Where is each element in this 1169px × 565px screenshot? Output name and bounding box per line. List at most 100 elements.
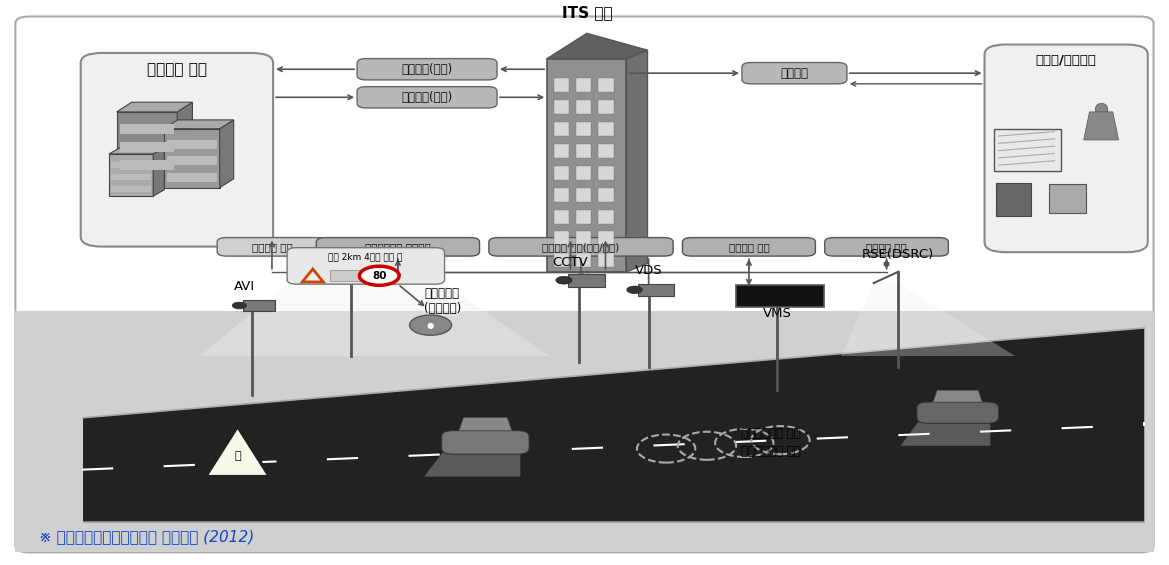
FancyBboxPatch shape <box>217 238 328 256</box>
Bar <box>331 270 362 281</box>
Bar <box>599 188 614 202</box>
Text: 전방도로교통 정보제공: 전방도로교통 정보제공 <box>365 242 431 252</box>
Bar <box>599 210 614 224</box>
Bar <box>996 183 1031 216</box>
Circle shape <box>233 302 247 309</box>
Text: VDS: VDS <box>635 264 663 277</box>
Polygon shape <box>220 120 234 188</box>
Text: ●: ● <box>427 320 434 329</box>
Bar <box>554 78 569 92</box>
Bar <box>554 122 569 136</box>
Bar <box>554 188 569 202</box>
Text: RSE(DSRC): RSE(DSRC) <box>862 247 934 260</box>
Text: 정보제공: 정보제공 <box>781 67 809 80</box>
Bar <box>164 129 220 188</box>
Text: 구간속도정보 산출
지점속도정보 산출: 구간속도정보 산출 지점속도정보 산출 <box>741 428 801 458</box>
Bar <box>554 100 569 114</box>
Polygon shape <box>153 147 165 196</box>
Text: 정보연계(제공): 정보연계(제공) <box>401 63 452 76</box>
FancyBboxPatch shape <box>357 59 497 80</box>
Text: VMS: VMS <box>762 307 791 320</box>
Bar <box>554 166 569 180</box>
Bar <box>994 129 1061 171</box>
Bar <box>576 78 592 92</box>
Bar <box>554 144 569 158</box>
Text: 교통정보 수집(영상/루프): 교통정보 수집(영상/루프) <box>542 242 620 252</box>
Polygon shape <box>303 269 324 282</box>
FancyBboxPatch shape <box>15 16 1154 553</box>
Bar <box>736 285 824 307</box>
Text: 차량단말기
(하이패스): 차량단말기 (하이패스) <box>423 287 461 315</box>
Bar <box>547 59 627 272</box>
Bar <box>111 162 151 168</box>
Circle shape <box>627 286 642 293</box>
Bar <box>119 124 174 134</box>
Polygon shape <box>424 442 520 477</box>
Bar <box>576 144 592 158</box>
Text: 80: 80 <box>372 271 387 281</box>
Polygon shape <box>933 390 982 402</box>
Bar <box>117 112 178 176</box>
Text: 외부연계 기관: 외부연계 기관 <box>147 62 207 77</box>
Text: ITS 센터: ITS 센터 <box>561 6 613 20</box>
Bar <box>599 144 614 158</box>
FancyBboxPatch shape <box>81 53 274 246</box>
Text: ※ 한국지능형교통체계협회 내부자료 (2012): ※ 한국지능형교통체계협회 내부자료 (2012) <box>39 529 254 544</box>
Circle shape <box>556 276 572 284</box>
FancyBboxPatch shape <box>984 45 1148 252</box>
Polygon shape <box>841 283 1015 356</box>
Polygon shape <box>164 120 234 129</box>
Bar <box>576 253 592 267</box>
Text: 정보연계(수집): 정보연계(수집) <box>401 91 452 104</box>
Bar <box>554 253 569 267</box>
Bar <box>576 232 592 245</box>
Bar <box>166 173 217 182</box>
Bar <box>576 166 592 180</box>
Bar <box>554 210 569 224</box>
Bar <box>166 140 217 149</box>
Bar <box>599 122 614 136</box>
Polygon shape <box>178 102 193 176</box>
FancyBboxPatch shape <box>489 238 673 256</box>
FancyBboxPatch shape <box>916 402 998 423</box>
Text: AVI: AVI <box>234 280 255 293</box>
Polygon shape <box>1084 112 1119 140</box>
Bar <box>576 100 592 114</box>
Bar <box>111 185 151 192</box>
Polygon shape <box>83 328 1144 521</box>
FancyBboxPatch shape <box>442 431 530 454</box>
Text: 전방 2km 4차로 공사 중: 전방 2km 4차로 공사 중 <box>328 252 402 261</box>
Polygon shape <box>200 284 549 356</box>
Bar <box>111 174 151 180</box>
FancyBboxPatch shape <box>288 247 444 284</box>
Polygon shape <box>117 102 193 112</box>
Bar <box>599 253 614 267</box>
Bar <box>599 100 614 114</box>
FancyBboxPatch shape <box>317 238 479 256</box>
Text: 차량정보 수집: 차량정보 수집 <box>866 242 907 252</box>
Polygon shape <box>109 147 165 154</box>
Circle shape <box>409 315 451 335</box>
Polygon shape <box>547 33 648 59</box>
FancyBboxPatch shape <box>825 238 948 256</box>
Bar <box>576 188 592 202</box>
FancyBboxPatch shape <box>742 63 846 84</box>
Bar <box>599 232 614 245</box>
Bar <box>576 122 592 136</box>
FancyBboxPatch shape <box>357 86 497 108</box>
Bar <box>1049 184 1086 213</box>
Bar <box>119 160 174 170</box>
Text: 구간정보 수집: 구간정보 수집 <box>253 242 293 252</box>
Bar <box>166 157 217 165</box>
Text: 교통정보 제공: 교통정보 제공 <box>728 242 769 252</box>
Bar <box>109 154 153 196</box>
Polygon shape <box>638 284 675 296</box>
Polygon shape <box>627 50 648 272</box>
Polygon shape <box>243 300 276 311</box>
Bar <box>554 232 569 245</box>
Bar <box>119 142 174 152</box>
Polygon shape <box>459 418 512 431</box>
Text: 🚶: 🚶 <box>234 451 241 462</box>
Text: CCTV: CCTV <box>553 256 588 269</box>
Polygon shape <box>206 426 270 477</box>
